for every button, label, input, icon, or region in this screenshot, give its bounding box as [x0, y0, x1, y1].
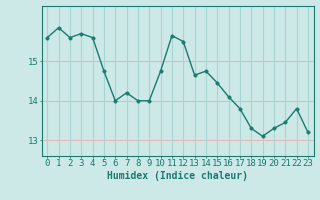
X-axis label: Humidex (Indice chaleur): Humidex (Indice chaleur): [107, 171, 248, 181]
